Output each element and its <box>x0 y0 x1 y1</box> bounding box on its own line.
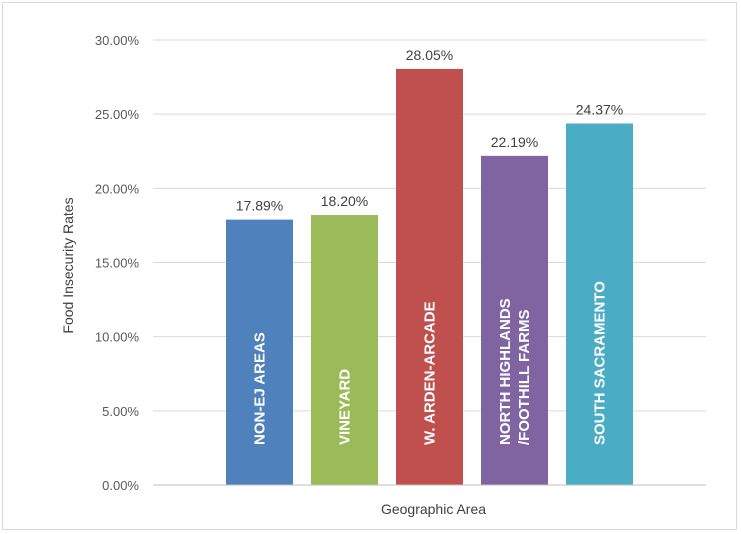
bar <box>311 215 378 486</box>
x-axis-title: Geographic Area <box>381 501 486 517</box>
category-label-line: NORTH HIGHLANDS <box>497 298 514 445</box>
category-label: W. ARDEN-ARCADE <box>422 301 439 445</box>
bar <box>566 123 633 486</box>
y-tick-label: 20.00% <box>95 181 140 196</box>
y-tick-label: 25.00% <box>95 107 140 122</box>
category-label-line: NON-EJ AREAS <box>252 332 269 445</box>
data-label: 22.19% <box>491 134 538 150</box>
category-label-line: /FOOTHILL FARMS <box>516 309 533 445</box>
y-tick-label: 10.00% <box>95 330 140 345</box>
bar <box>481 155 548 485</box>
bars <box>226 68 633 486</box>
y-axis-ticks: 0.00% 5.00% 10.00% 15.00% 20.00% 25.00% 30.00% <box>95 33 140 493</box>
data-labels: 17.89% NON-EJ AREAS 18.20% VINEYARD 28.05% W.… <box>236 47 623 445</box>
category-label: VINEYARD <box>337 369 354 445</box>
category-label-line: VINEYARD <box>337 369 354 445</box>
data-label: 28.05% <box>406 47 453 63</box>
category-label: SOUTH SACRAMENTO <box>592 281 609 445</box>
y-tick-label: 15.00% <box>95 256 140 271</box>
y-tick-label: 5.00% <box>102 404 139 419</box>
y-tick-label: 0.00% <box>102 478 139 493</box>
data-label: 18.20% <box>321 193 368 209</box>
y-axis-title: Food Insecurity Rates <box>60 197 76 333</box>
category-label: NON-EJ AREAS <box>252 332 269 445</box>
y-tick-label: 30.00% <box>95 33 140 48</box>
category-label-line: SOUTH SACRAMENTO <box>592 281 609 445</box>
data-label: 24.37% <box>576 102 623 118</box>
category-label: NORTH HIGHLANDS/FOOTHILL FARMS <box>497 298 533 445</box>
category-label-line: W. ARDEN-ARCADE <box>422 301 439 445</box>
bar <box>396 68 463 486</box>
bar-chart: 0.00% 5.00% 10.00% 15.00% 20.00% 25.00% 30.00%… <box>60 33 706 517</box>
data-label: 17.89% <box>236 198 283 214</box>
bar <box>226 219 293 486</box>
